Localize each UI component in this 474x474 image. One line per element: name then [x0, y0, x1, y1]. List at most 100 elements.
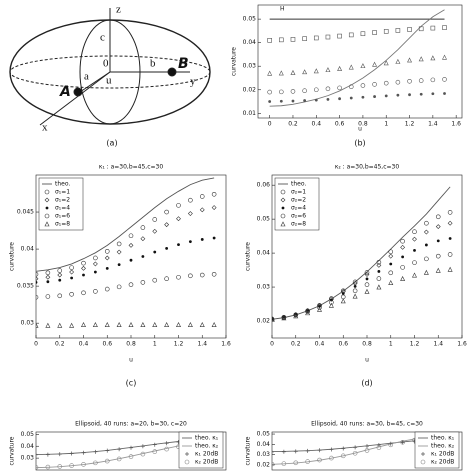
point	[93, 270, 97, 274]
legend: theo.σ₁=1σ₁=2σ₁=4σ₁=6σ₁=8	[38, 177, 84, 231]
label-origin: 0	[103, 58, 109, 70]
x-tick-label: 1.4	[433, 341, 443, 348]
y-tick-label: 0.05	[21, 431, 35, 438]
point	[376, 276, 382, 281]
point	[211, 205, 217, 211]
point	[314, 98, 318, 102]
point	[152, 217, 158, 222]
point	[291, 99, 295, 103]
point	[279, 89, 284, 95]
chart-title: κ₁ : a=30,b=45,c=30	[99, 164, 164, 171]
point	[57, 322, 63, 328]
x-tick-label: 1.4	[197, 341, 207, 348]
x-tick-label: 0.6	[102, 341, 112, 348]
x-axis	[39, 71, 111, 126]
point	[303, 99, 307, 102]
point	[188, 197, 193, 203]
y-axis-label: curvature	[245, 436, 252, 465]
series-line	[36, 177, 215, 272]
x-tick-label: 0.8	[362, 341, 372, 348]
point	[305, 310, 311, 316]
x-tick-label: 0.2	[55, 341, 65, 348]
point	[69, 451, 74, 456]
point	[290, 69, 296, 75]
point	[128, 242, 134, 248]
point	[435, 253, 441, 259]
point	[313, 87, 319, 93]
point	[45, 274, 51, 280]
point	[395, 58, 401, 64]
point	[389, 262, 393, 266]
point	[388, 442, 394, 448]
point	[313, 35, 319, 41]
point	[400, 440, 405, 445]
point	[400, 439, 405, 445]
legend-swatch	[420, 459, 426, 465]
point	[317, 457, 322, 463]
point	[408, 93, 411, 97]
point	[364, 288, 370, 294]
point	[372, 82, 377, 87]
legend: theo.σ₂=1σ₂=2σ₂=4σ₂=6σ₂=8	[274, 177, 320, 231]
point	[365, 277, 369, 281]
point	[423, 229, 429, 235]
legend-swatch	[44, 221, 50, 227]
point	[435, 214, 441, 220]
legend-label: σ₁=8	[55, 221, 70, 228]
point	[412, 229, 417, 235]
point	[407, 27, 412, 32]
legend-label: σ₁=6	[55, 213, 70, 220]
point	[400, 265, 405, 270]
point	[447, 266, 453, 272]
point	[212, 236, 216, 240]
point	[293, 449, 298, 454]
legend-label: κ₂ 20dB	[195, 459, 218, 466]
label-point-a: A	[59, 84, 71, 100]
point	[317, 306, 322, 312]
label-y: y	[190, 76, 196, 88]
point	[69, 291, 74, 297]
point	[447, 220, 453, 226]
x-tick-label: 1.2	[174, 341, 184, 348]
point	[340, 453, 346, 459]
point	[267, 89, 272, 95]
point	[272, 316, 275, 322]
legend-swatch	[281, 206, 285, 210]
point	[341, 446, 346, 451]
point	[352, 288, 358, 294]
point	[338, 97, 341, 101]
point	[423, 269, 429, 275]
point	[267, 38, 272, 43]
point	[418, 26, 424, 32]
point	[128, 233, 134, 239]
point	[200, 238, 204, 241]
point	[373, 95, 376, 98]
chart-title: κ₂ : a=30,b=45,c=30	[335, 164, 400, 171]
x-tick-label: 1.2	[410, 341, 420, 348]
point	[116, 456, 122, 462]
point	[45, 294, 51, 299]
legend-label: theo. κ₁	[195, 435, 219, 442]
point	[281, 314, 287, 320]
x-tick-label: 1.6	[221, 341, 231, 348]
point	[364, 270, 370, 275]
point	[412, 272, 417, 278]
point	[199, 321, 205, 327]
y-tick-label: 0.06	[257, 182, 271, 189]
point	[430, 25, 436, 31]
point	[140, 280, 146, 285]
point	[388, 249, 394, 255]
point	[318, 304, 321, 308]
point	[443, 92, 446, 95]
point	[281, 315, 287, 321]
point	[337, 33, 342, 39]
y-tick-label: 0.03	[257, 284, 271, 291]
caption: (d)	[361, 379, 372, 388]
point	[302, 88, 307, 93]
point	[57, 452, 62, 457]
y-axis-label: curvature	[231, 47, 238, 76]
x-tick-label: 0.8	[126, 341, 136, 348]
point	[436, 239, 440, 243]
legend-label: κ₁ 20dB	[431, 451, 454, 458]
annotation: H	[280, 6, 285, 13]
